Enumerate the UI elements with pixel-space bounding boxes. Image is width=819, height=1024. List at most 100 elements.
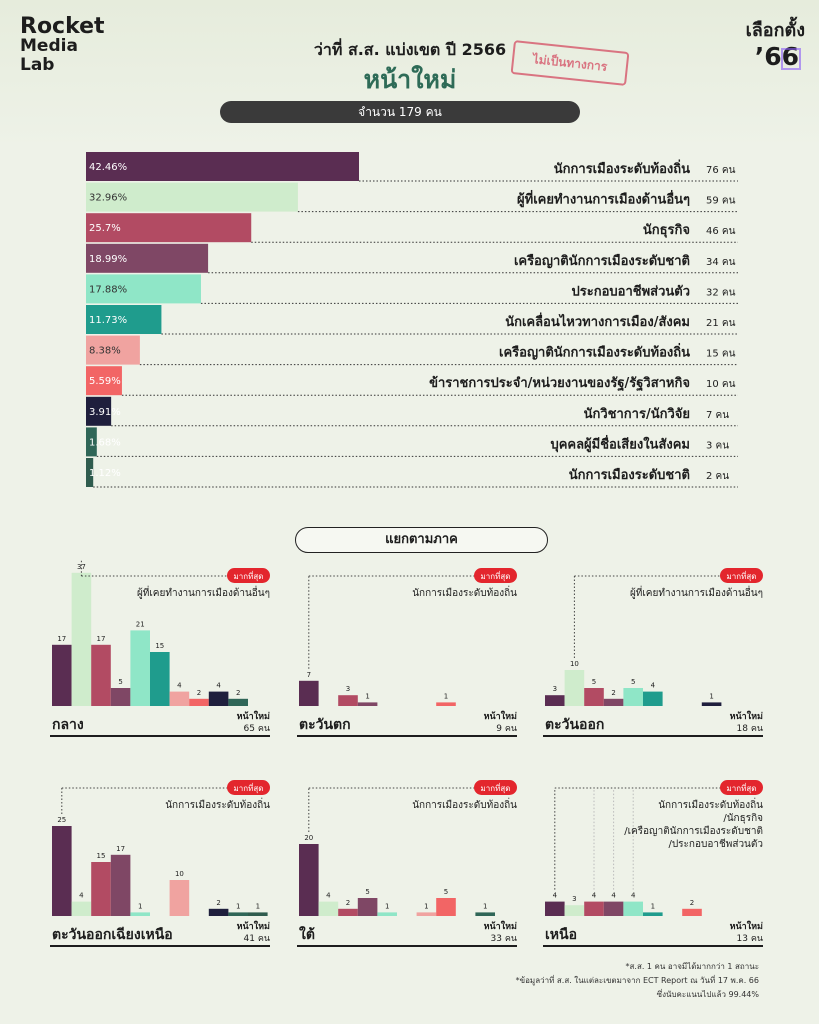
region-5-bar-1	[564, 905, 585, 916]
header-background	[0, 0, 819, 150]
region-0-value-6: 4	[177, 682, 182, 690]
main-bar-3	[86, 243, 209, 273]
region-3-value-1: 4	[79, 892, 84, 900]
region-3-value-3: 17	[116, 845, 125, 853]
rocket-media-lab-logo: Rocket Media Lab	[20, 14, 105, 75]
region-2-value-4: 5	[631, 678, 635, 686]
region-0-bar-6	[169, 691, 190, 706]
region-4-value-4: 1	[385, 902, 389, 910]
main-bar-percent-10: 1.12%	[89, 468, 121, 479]
region-5-value-0: 4	[553, 892, 558, 900]
region-0-bar-9	[228, 698, 248, 706]
region-4-bar-9	[475, 912, 495, 916]
logo-line-2: Media	[20, 36, 78, 56]
region-1-value-3: 1	[365, 692, 369, 700]
region-3-bar-3	[110, 854, 131, 916]
region-0-value-5: 15	[155, 642, 164, 650]
region-5-name: เหนือ	[545, 927, 577, 943]
region-chart-5: 4 3 4 4 4 1 2 มากที่สุดนักการเมืองระดับท้องถิ่น…	[543, 780, 764, 947]
main-bar-count-8: 7 คน	[706, 410, 729, 421]
region-5-top-badge-text: มากที่สุด	[727, 782, 757, 793]
region-4-top-badge	[474, 780, 517, 795]
region-5-total-count: 13 คน	[737, 934, 764, 944]
region-0-top-badge	[227, 568, 270, 583]
region-5-value-3: 4	[611, 892, 616, 900]
regional-charts: 173717521154242มากที่สุดผู้ที่เคยทำงานกา…	[50, 560, 764, 947]
region-0-top-badge-text: มากที่สุด	[234, 570, 264, 581]
main-bar-6	[86, 335, 140, 365]
region-0-bar-5	[150, 652, 170, 706]
region-1-total-count: 9 คน	[496, 724, 517, 734]
region-4-bar-7	[436, 898, 456, 916]
region-1-value-2: 3	[346, 685, 350, 693]
region-3-bar-10	[248, 912, 268, 916]
region-3-value-9: 1	[236, 902, 240, 910]
main-bar-percent-3: 18.99%	[89, 254, 127, 265]
region-3-value-0: 25	[57, 816, 66, 824]
main-bar-count-0: 76 คน	[706, 165, 736, 176]
region-0-top-text-0: ผู้ที่เคยทำงานการเมืองด้านอื่นๆ	[137, 585, 270, 599]
total-count-pill: จำนวน 179 คน	[220, 101, 580, 123]
region-2-name: ตะวันออก	[545, 717, 604, 733]
region-5-bar-0	[545, 901, 565, 916]
main-bar-percent-4: 17.88%	[89, 284, 127, 295]
region-1-bar-7	[436, 702, 456, 706]
region-2-bar-3	[603, 698, 624, 706]
main-bar-count-9: 3 คน	[706, 440, 729, 451]
region-5-bar-3	[603, 901, 624, 916]
region-3-bar-9	[228, 912, 248, 916]
main-bar-count-7: 10 คน	[706, 379, 736, 390]
region-0-total-count: 65 คน	[244, 724, 271, 734]
region-5-top-text-1: /นักธุรกิจ	[723, 813, 763, 824]
main-bar-percent-2: 25.7%	[89, 223, 121, 234]
footnote-3: ซึ่งนับคะแนนไปแล้ว 99.44%	[656, 990, 759, 999]
main-bar-count-2: 46 คน	[706, 226, 736, 237]
region-3-bar-8	[208, 908, 229, 916]
section-title-by-region: แยกตามภาค	[295, 527, 548, 553]
main-bar-percent-7: 5.59%	[89, 376, 121, 387]
region-chart-0: 17 37 17 5 21 15 4 2 4 2 มากที่สุดผู้ที่เคยทำงานกา…	[50, 560, 271, 737]
region-1-name: ตะวันตก	[299, 717, 351, 733]
region-0-value-1: 37	[77, 563, 86, 571]
region-2-total-count: 18 คน	[737, 724, 764, 734]
region-4-bar-3	[357, 898, 378, 916]
main-bar-2	[86, 213, 252, 243]
region-2-bar-4	[623, 688, 643, 706]
region-0-bar-7	[189, 698, 209, 706]
region-2-value-5: 4	[651, 682, 656, 690]
main-bar-category-0: นักการเมืองระดับท้องถิ่น	[554, 159, 690, 177]
region-2-bar-0	[545, 695, 565, 706]
region-chart-3: 25 4 15 17 1 10 2 1 1 มากที่สุดนักการเมืองระดับท้…	[50, 780, 270, 947]
region-5-value-1: 3	[572, 895, 576, 903]
region-1-top-badge-text: มากที่สุด	[481, 570, 511, 581]
region-4-top-badge-text: มากที่สุด	[481, 782, 511, 793]
region-chart-4: 20 4 2 5 1 1 5 1 มากที่สุดนักการเมืองระดับท้องถิ…	[297, 780, 517, 947]
main-bar-percent-9: 1.68%	[89, 437, 121, 448]
region-4-value-6: 1	[424, 902, 428, 910]
main-bar-category-3: เครือญาตินักการเมืองระดับชาติ	[514, 253, 690, 269]
region-0-value-8: 4	[216, 682, 221, 690]
region-5-bar-4	[623, 901, 643, 916]
main-bar-count-10: 2 คน	[706, 471, 729, 482]
logo-line-3: Lab	[20, 55, 55, 75]
main-bar-category-4: ประกอบอาชีพส่วนตัว	[571, 283, 690, 299]
main-bar-10	[86, 458, 94, 487]
region-1-top-badge	[474, 568, 517, 583]
region-5-value-5: 1	[651, 902, 655, 910]
ballot-box-icon	[781, 48, 801, 70]
region-2-value-2: 5	[592, 678, 596, 686]
region-3-name: ตะวันออกเฉียงเหนือ	[52, 927, 173, 943]
logo-line-1: Rocket	[20, 14, 105, 39]
main-bar-percent-5: 11.73%	[89, 315, 127, 326]
region-0-value-0: 17	[57, 635, 66, 643]
region-3-value-6: 10	[175, 870, 184, 878]
region-5-bar-5	[643, 912, 663, 916]
main-bar-5	[86, 305, 162, 334]
main-bar-percent-1: 32.96%	[89, 193, 127, 204]
region-4-value-0: 20	[304, 834, 313, 842]
main-bar-9	[86, 427, 97, 457]
main-bar-1	[86, 182, 298, 212]
region-3-bar-1	[71, 901, 92, 916]
region-0-bar-0	[52, 644, 72, 706]
region-2-bar-2	[584, 688, 604, 706]
